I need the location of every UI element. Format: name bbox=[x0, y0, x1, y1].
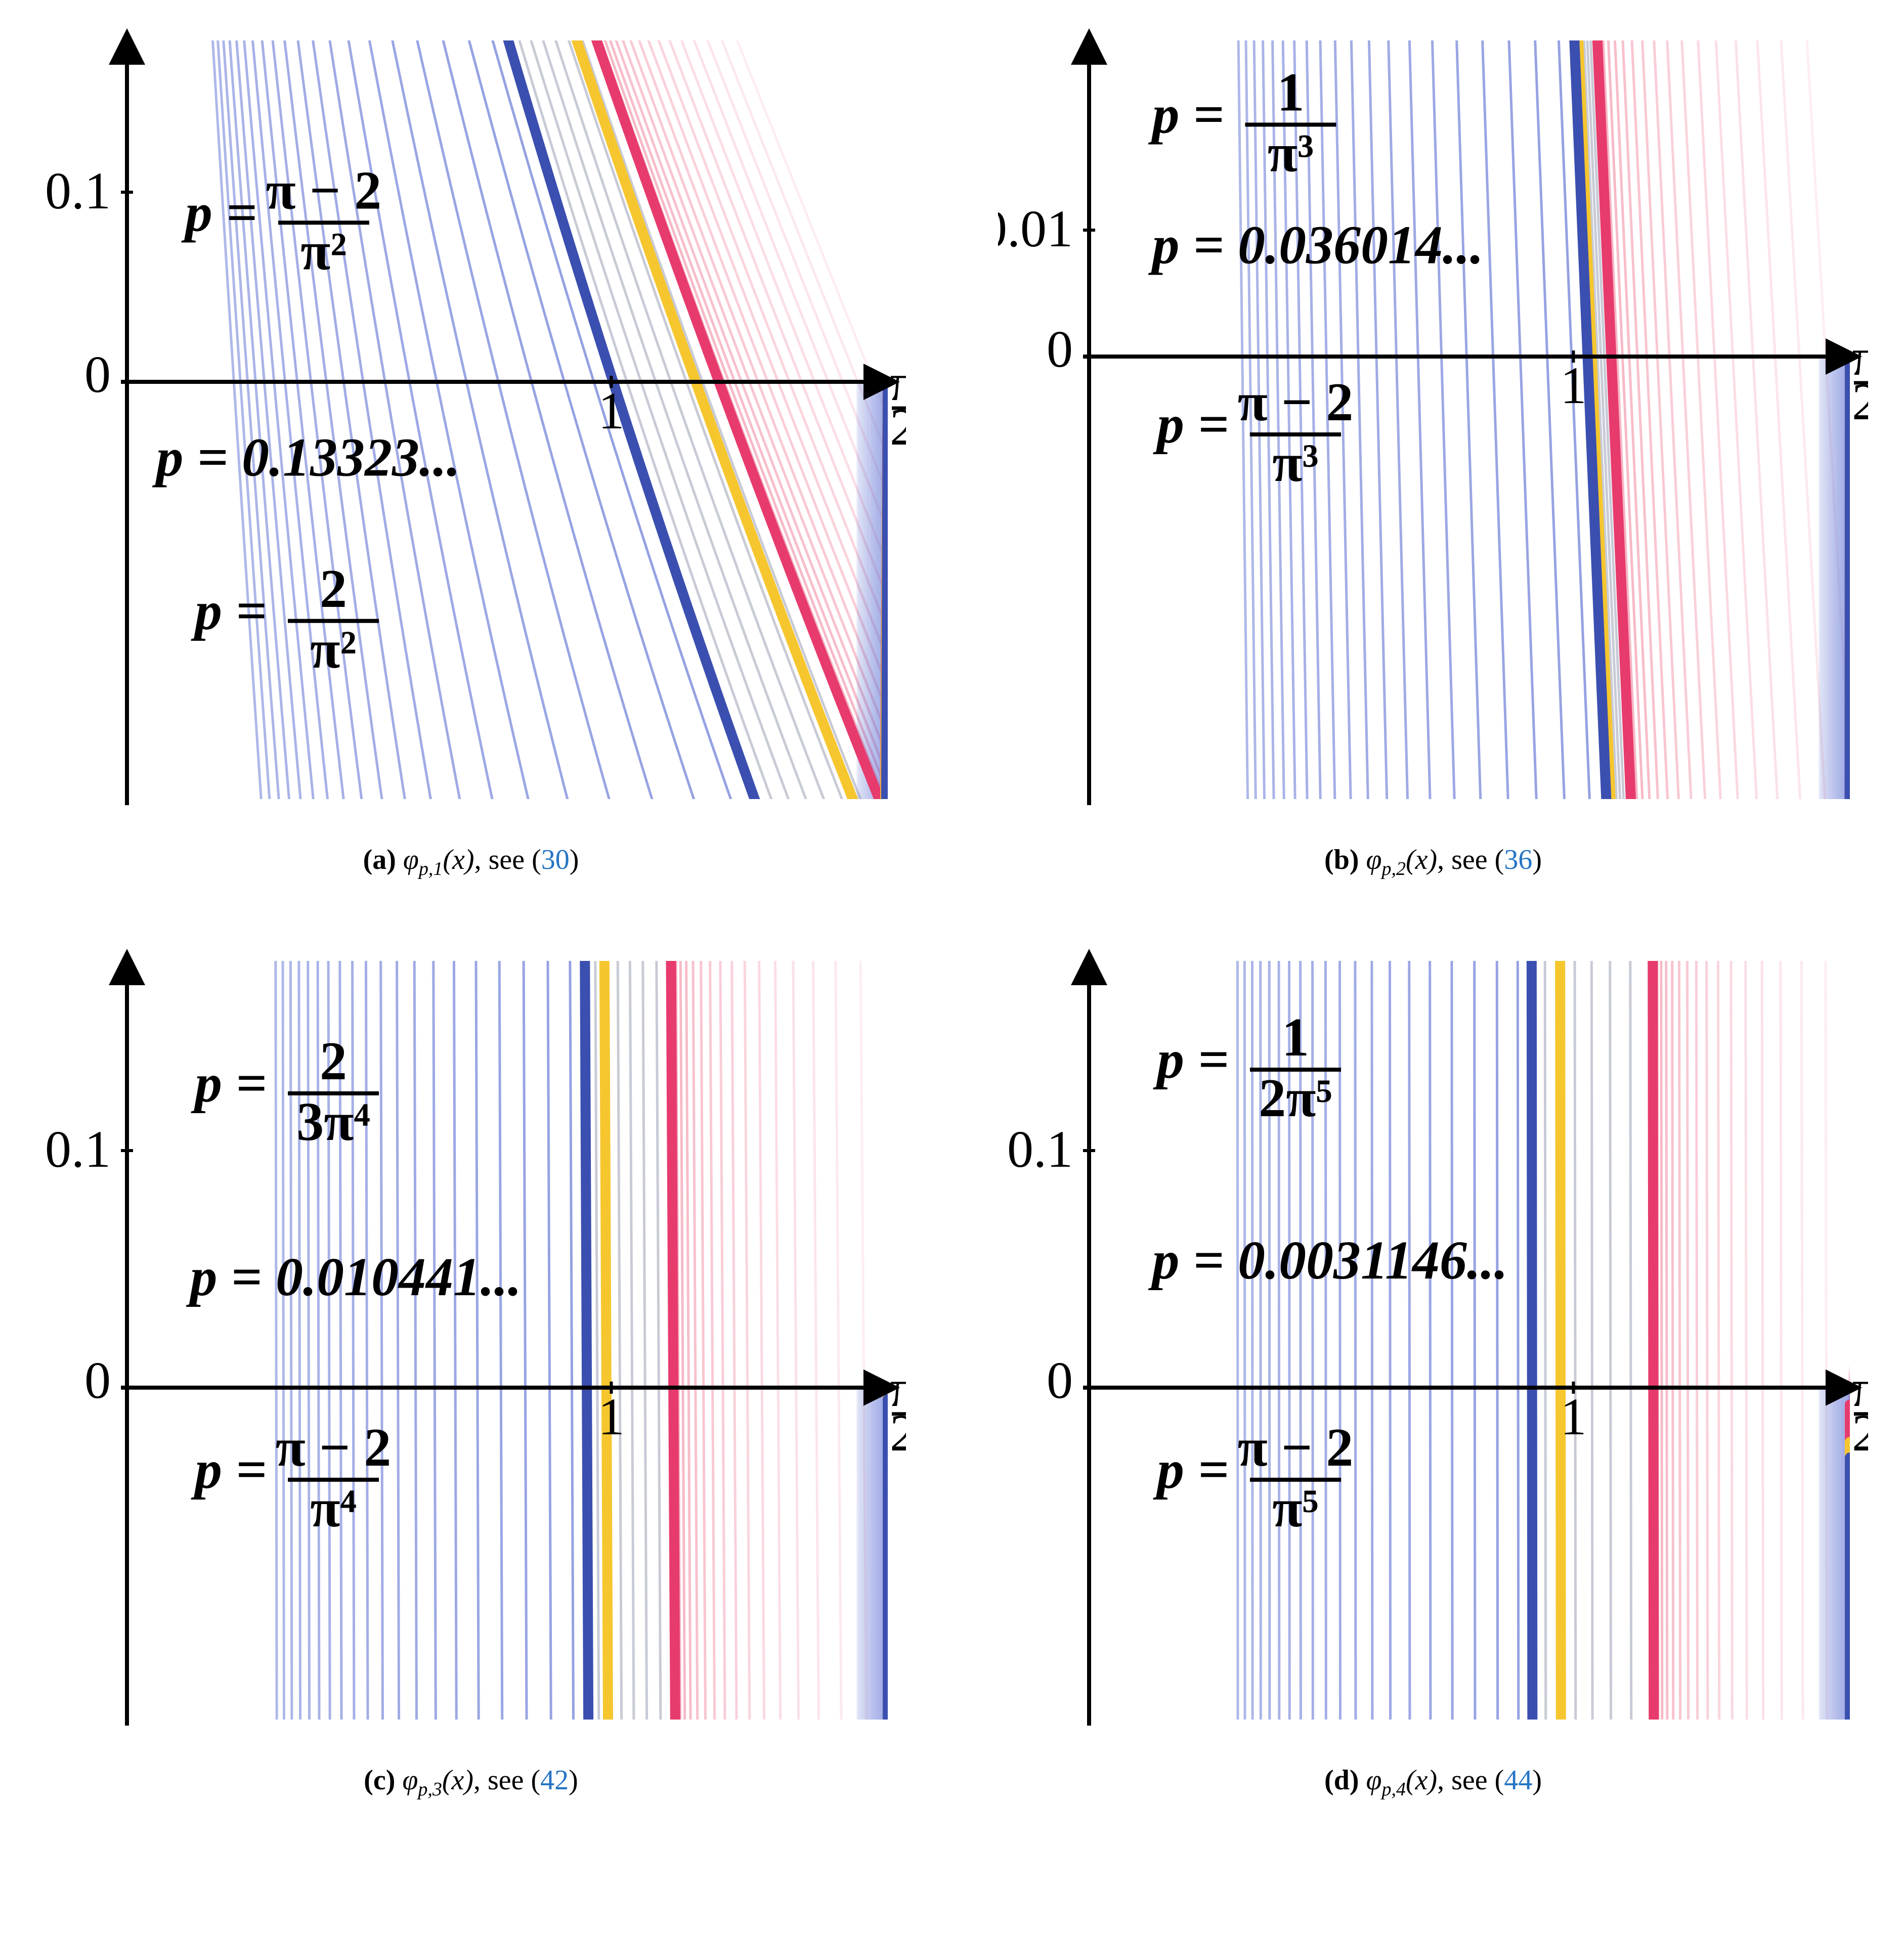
svg-text:1: 1 bbox=[598, 1388, 624, 1446]
svg-text:p =: p = bbox=[191, 1440, 267, 1500]
caption-a: (a) φp,1(x), see (30) bbox=[363, 844, 579, 880]
svg-text:0: 0 bbox=[1047, 320, 1073, 378]
panel-a: 01π20.1p = π − 2π²p = 0.13323...p = 2π² bbox=[36, 20, 906, 829]
svg-text:2: 2 bbox=[1852, 1404, 1868, 1462]
caption-d-ref-group: (44) bbox=[1495, 1765, 1542, 1796]
caption-b-ref[interactable]: 36 bbox=[1504, 844, 1532, 875]
caption-c-ref-group: (42) bbox=[531, 1765, 578, 1796]
svg-text:0.1: 0.1 bbox=[1007, 1120, 1073, 1178]
svg-text:2: 2 bbox=[890, 1404, 906, 1462]
svg-text:π − 2: π − 2 bbox=[1238, 372, 1354, 432]
svg-text:2: 2 bbox=[890, 398, 906, 456]
caption-a-letter: (a) bbox=[363, 844, 396, 875]
svg-text:0: 0 bbox=[84, 345, 111, 404]
caption-c-letter: (c) bbox=[364, 1765, 395, 1796]
caption-sep: , see bbox=[474, 844, 532, 875]
caption-d: (d) φp,4(x), see (44) bbox=[1324, 1764, 1542, 1800]
panel-d-svg: 01π20.1p = 12π⁵p = 0.0031146...p = π − 2… bbox=[998, 941, 1868, 1750]
svg-text:p = 0.010441...: p = 0.010441... bbox=[186, 1247, 522, 1307]
svg-text:π²: π² bbox=[310, 620, 357, 680]
panel-c-wrap: 01π20.1p = 23π⁴p = 0.010441...p = π − 2π… bbox=[20, 941, 922, 1800]
svg-text:p =: p = bbox=[1153, 1440, 1229, 1500]
svg-text:π³: π³ bbox=[1272, 433, 1319, 493]
panel-b-wrap: 01π20.01p = 1π³p = 0.036014...p = π − 2π… bbox=[982, 20, 1884, 880]
caption-b-ref-group: (36) bbox=[1495, 844, 1542, 875]
svg-text:0.1: 0.1 bbox=[45, 162, 111, 220]
svg-text:2: 2 bbox=[320, 1031, 347, 1091]
svg-text:p =: p = bbox=[191, 581, 267, 641]
panel-b: 01π20.01p = 1π³p = 0.036014...p = π − 2π… bbox=[998, 20, 1868, 829]
svg-text:π²: π² bbox=[300, 221, 347, 281]
svg-text:2π⁵: 2π⁵ bbox=[1259, 1068, 1332, 1128]
svg-text:1: 1 bbox=[1282, 1007, 1309, 1068]
svg-text:1: 1 bbox=[598, 382, 624, 440]
svg-text:p = 0.13323...: p = 0.13323... bbox=[152, 428, 460, 488]
caption-c-math: φp,3(x) bbox=[402, 1765, 473, 1796]
svg-text:p = 0.0031146...: p = 0.0031146... bbox=[1148, 1230, 1508, 1291]
svg-text:π − 2: π − 2 bbox=[266, 160, 382, 221]
svg-text:1: 1 bbox=[1560, 1388, 1586, 1446]
svg-text:2: 2 bbox=[320, 559, 347, 619]
caption-d-math: φp,4(x) bbox=[1366, 1765, 1438, 1796]
panel-b-svg: 01π20.01p = 1π³p = 0.036014...p = π − 2π… bbox=[998, 20, 1868, 829]
panel-d-wrap: 01π20.1p = 12π⁵p = 0.0031146...p = π − 2… bbox=[982, 941, 1884, 1800]
svg-text:π − 2: π − 2 bbox=[276, 1418, 392, 1478]
panel-c-svg: 01π20.1p = 23π⁴p = 0.010441...p = π − 2π… bbox=[36, 941, 906, 1750]
caption-b-letter: (b) bbox=[1324, 844, 1359, 875]
svg-text:π⁵: π⁵ bbox=[1272, 1478, 1319, 1538]
svg-text:0: 0 bbox=[84, 1351, 111, 1410]
panel-a-svg: 01π20.1p = π − 2π²p = 0.13323...p = 2π² bbox=[36, 20, 906, 829]
svg-text:π − 2: π − 2 bbox=[1238, 1418, 1354, 1478]
svg-text:2: 2 bbox=[1852, 373, 1868, 431]
caption-a-math: φp,1(x) bbox=[403, 844, 474, 875]
svg-text:p =: p = bbox=[1153, 1030, 1229, 1090]
svg-text:p = 0.036014...: p = 0.036014... bbox=[1148, 215, 1484, 276]
figure-grid: 01π20.1p = π − 2π²p = 0.13323...p = 2π² … bbox=[0, 0, 1904, 1831]
caption-c-ref[interactable]: 42 bbox=[540, 1765, 569, 1796]
svg-text:1: 1 bbox=[1277, 63, 1304, 123]
caption-sep: , see bbox=[1437, 844, 1495, 875]
svg-text:p =: p = bbox=[181, 183, 257, 243]
svg-text:3π⁴: 3π⁴ bbox=[296, 1092, 370, 1152]
panel-d: 01π20.1p = 12π⁵p = 0.0031146...p = π − 2… bbox=[998, 941, 1868, 1750]
svg-text:p =: p = bbox=[191, 1053, 267, 1114]
caption-b: (b) φp,2(x), see (36) bbox=[1324, 844, 1542, 880]
svg-text:π⁴: π⁴ bbox=[310, 1478, 357, 1538]
caption-a-ref[interactable]: 30 bbox=[541, 844, 570, 875]
caption-d-letter: (d) bbox=[1324, 1765, 1359, 1796]
panel-c: 01π20.1p = 23π⁴p = 0.010441...p = π − 2π… bbox=[36, 941, 906, 1750]
svg-text:p =: p = bbox=[1153, 394, 1229, 455]
svg-text:1: 1 bbox=[1560, 357, 1586, 415]
caption-d-ref[interactable]: 44 bbox=[1504, 1765, 1532, 1796]
svg-text:0: 0 bbox=[1047, 1351, 1073, 1410]
caption-sep: , see bbox=[1437, 1765, 1495, 1796]
caption-sep: , see bbox=[473, 1765, 531, 1796]
panel-a-wrap: 01π20.1p = π − 2π²p = 0.13323...p = 2π² … bbox=[20, 20, 922, 880]
caption-a-ref-group: (30) bbox=[532, 844, 579, 875]
svg-text:0.01: 0.01 bbox=[998, 200, 1073, 258]
svg-text:0.1: 0.1 bbox=[45, 1120, 111, 1178]
caption-c: (c) φp,3(x), see (42) bbox=[364, 1764, 578, 1800]
svg-text:π³: π³ bbox=[1268, 123, 1314, 184]
caption-b-math: φp,2(x) bbox=[1366, 844, 1438, 875]
svg-text:p =: p = bbox=[1148, 85, 1224, 145]
